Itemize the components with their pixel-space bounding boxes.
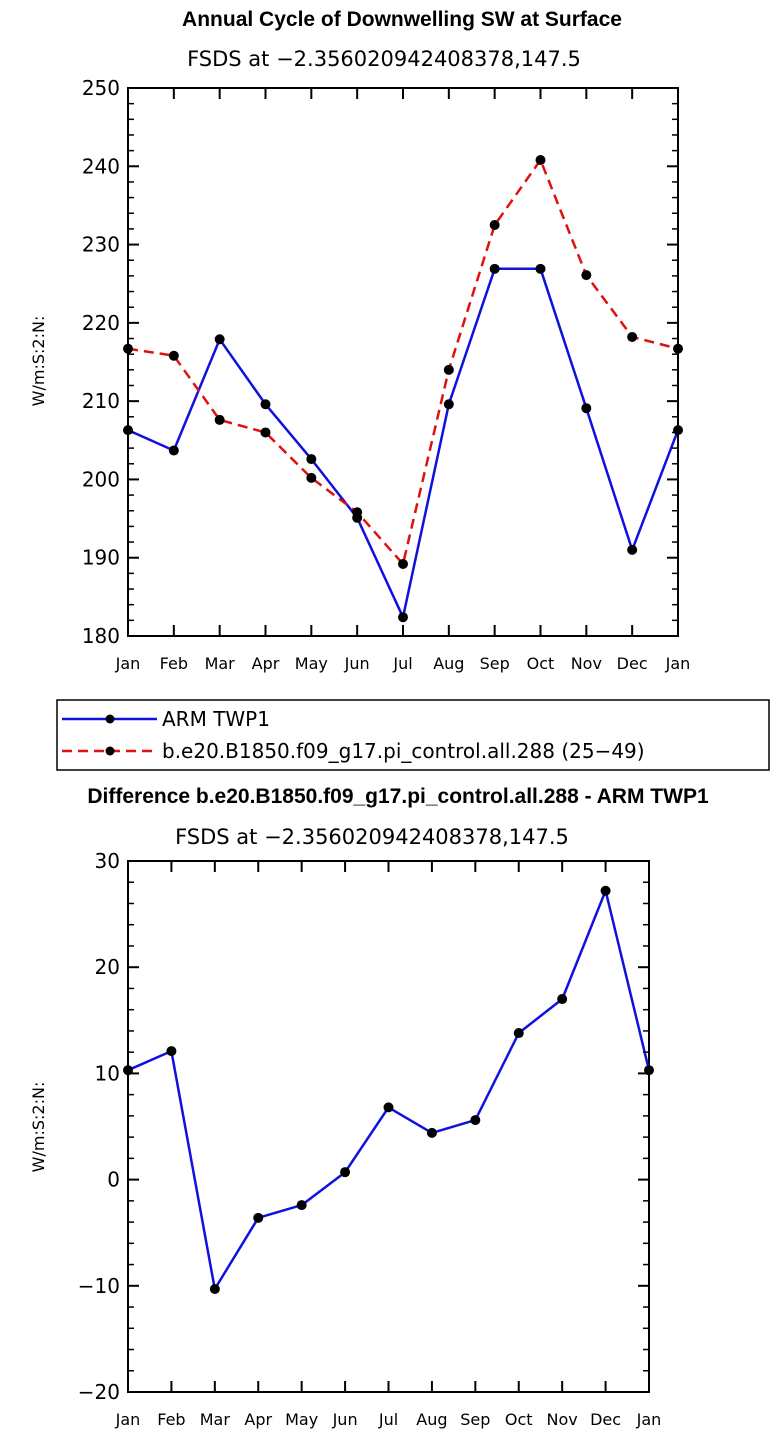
x-tick-label: Sep (480, 654, 510, 673)
x-tick-label: Jul (378, 1410, 398, 1429)
data-point (214, 334, 225, 345)
x-tick-label: Feb (157, 1410, 185, 1429)
x-tick-label: Apr (252, 654, 280, 673)
legend-label-model: b.e20.B1850.f09_g17.pi_control.all.288 (… (162, 739, 645, 763)
y-tick-label: 210 (82, 389, 120, 413)
data-point (581, 403, 592, 414)
y-tick-label: 0 (107, 1168, 120, 1192)
x-tick-label: May (285, 1410, 318, 1429)
x-tick-label: Aug (433, 654, 464, 673)
x-tick-label: Nov (547, 1410, 578, 1429)
data-point (296, 1200, 307, 1211)
data-point (209, 1283, 220, 1294)
chart1-subtitle: FSDS at −2.356020942408378,147.5 (187, 47, 581, 71)
x-tick-label: Jan (636, 1410, 662, 1429)
data-point (260, 427, 271, 438)
y-tick-label: −20 (78, 1380, 120, 1404)
x-tick-label: Nov (571, 654, 602, 673)
legend-marker-arm (105, 714, 115, 724)
data-point (627, 544, 638, 555)
chart2-subtitle: FSDS at −2.356020942408378,147.5 (175, 825, 569, 849)
data-point (398, 612, 408, 623)
chart1-y-axis-label: W/m:S:2:N: (29, 316, 48, 407)
data-point (260, 399, 271, 410)
x-tick-label: Dec (617, 654, 648, 673)
y-tick-label: 30 (95, 849, 120, 873)
difference-chart: Difference b.e20.B1850.f09_g17.pi_contro… (29, 785, 709, 1429)
legend-box (56, 699, 770, 771)
chart2-title: Difference b.e20.B1850.f09_g17.pi_contro… (87, 785, 709, 808)
series-line (127, 889, 651, 1291)
data-point (443, 399, 454, 410)
data-point (306, 454, 317, 465)
data-point (443, 364, 454, 375)
data-point (306, 472, 317, 483)
x-tick-label: Jun (332, 1410, 358, 1429)
x-tick-label: Jun (344, 654, 370, 673)
chart2-y-axis-label: W/m:S:2:N: (29, 1082, 48, 1173)
data-point (214, 414, 225, 425)
data-point (123, 343, 133, 354)
x-tick-label: Jul (392, 654, 412, 673)
data-point (627, 331, 638, 342)
y-tick-label: 220 (82, 311, 120, 335)
data-point (673, 425, 683, 436)
legend-label-arm: ARM TWP1 (162, 707, 270, 731)
data-point (489, 263, 500, 274)
y-tick-label: 200 (82, 467, 120, 491)
x-tick-label: Dec (590, 1410, 621, 1429)
plot-frame (127, 860, 650, 1393)
data-point (398, 558, 408, 569)
data-point (535, 155, 546, 166)
data-point (581, 270, 592, 281)
data-point (123, 425, 133, 436)
x-tick-label: Jan (665, 654, 691, 673)
data-point (470, 1115, 481, 1126)
y-tick-label: 190 (82, 546, 120, 570)
data-point (489, 220, 500, 230)
y-tick-label: 10 (95, 1061, 120, 1085)
y-tick-label: −10 (78, 1274, 120, 1298)
y-tick-label: 180 (82, 624, 120, 648)
x-tick-label: Mar (200, 1410, 231, 1429)
data-point (557, 994, 568, 1005)
data-point (168, 445, 179, 456)
x-tick-label: May (295, 654, 328, 673)
data-point (340, 1167, 351, 1178)
x-tick-label: Oct (505, 1410, 533, 1429)
data-point (673, 343, 683, 354)
x-tick-label: Apr (244, 1410, 272, 1429)
chart1-title: Annual Cycle of Downwelling SW at Surfac… (182, 8, 622, 31)
data-point (166, 1046, 177, 1057)
data-point (535, 263, 546, 274)
legend: ARM TWP1 b.e20.B1850.f09_g17.pi_control.… (56, 699, 770, 771)
data-point (426, 1127, 437, 1138)
data-point (253, 1212, 264, 1223)
y-tick-label: 20 (95, 955, 120, 979)
annual-cycle-chart: Annual Cycle of Downwelling SW at Surfac… (29, 8, 690, 673)
data-point (513, 1028, 524, 1039)
legend-marker-model (105, 746, 115, 756)
x-tick-label: Mar (205, 654, 236, 673)
x-tick-label: Feb (160, 654, 188, 673)
x-tick-label: Aug (416, 1410, 447, 1429)
y-tick-label: 240 (82, 154, 120, 178)
y-tick-label: 230 (82, 233, 120, 257)
x-tick-label: Oct (527, 654, 555, 673)
data-point (383, 1102, 394, 1113)
x-tick-label: Sep (460, 1410, 490, 1429)
x-tick-label: Jan (115, 1410, 141, 1429)
x-tick-label: Jan (115, 654, 141, 673)
y-tick-label: 250 (82, 76, 120, 100)
data-point (600, 885, 611, 896)
data-point (352, 507, 363, 518)
data-point (168, 350, 179, 361)
